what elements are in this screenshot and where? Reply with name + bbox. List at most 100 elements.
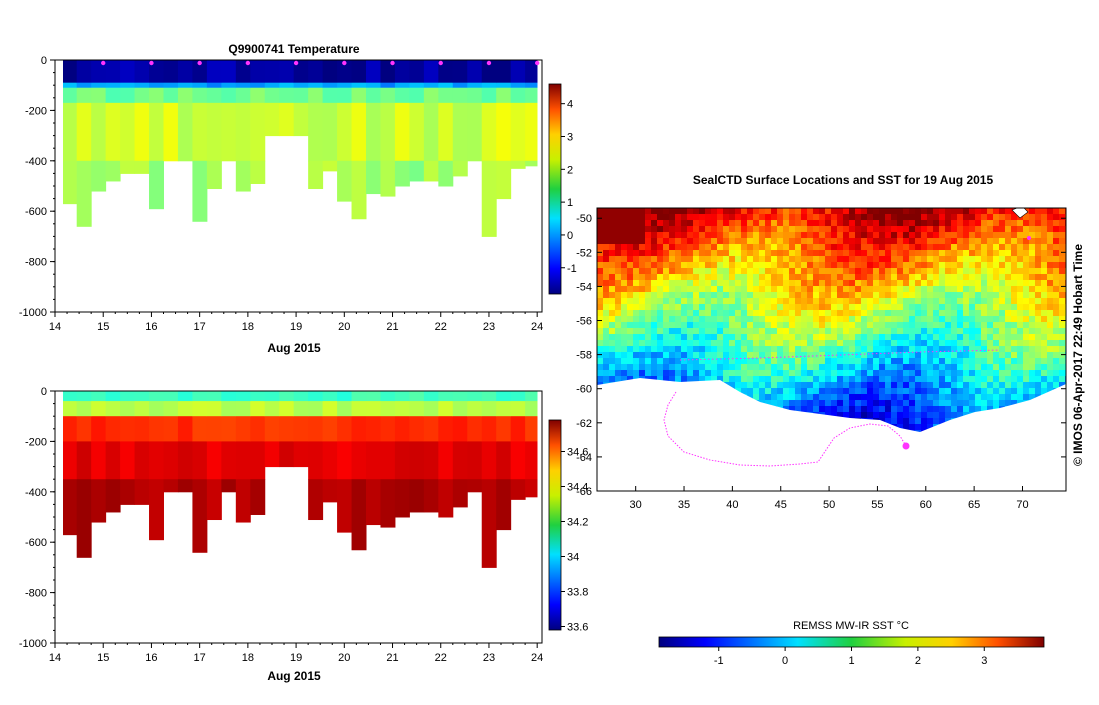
sst-cell xyxy=(741,340,748,347)
sst-cell xyxy=(609,244,616,251)
sst-cell xyxy=(945,208,952,215)
sst-cell xyxy=(789,382,796,389)
sst-cell xyxy=(609,220,616,227)
sst-cell xyxy=(1005,304,1012,311)
profile-cell xyxy=(496,391,512,402)
seal-track-north xyxy=(679,349,1001,361)
sst-cell xyxy=(699,334,706,341)
sst-cell xyxy=(723,340,730,347)
profile-cell xyxy=(423,60,439,84)
sst-cell xyxy=(633,232,640,239)
sst-cell xyxy=(903,412,910,419)
sst-cell xyxy=(639,298,646,305)
sst-cell xyxy=(705,346,712,353)
sst-cell xyxy=(1053,352,1060,359)
sst-cell xyxy=(1041,262,1048,269)
sst-cell xyxy=(801,334,808,341)
sst-cell xyxy=(615,232,622,239)
profile-cell xyxy=(467,479,483,493)
sst-cell xyxy=(1023,214,1030,221)
sst-cell xyxy=(963,388,970,395)
sst-cell xyxy=(891,220,898,227)
sst-cell xyxy=(723,238,730,245)
sst-cell xyxy=(741,262,748,269)
sst-cell xyxy=(885,340,892,347)
profile-cell xyxy=(423,102,439,162)
sst-cell xyxy=(741,232,748,239)
sst-cell xyxy=(867,280,874,287)
sst-cell xyxy=(801,262,808,269)
sst-cell xyxy=(915,346,922,353)
sst-cell xyxy=(831,226,838,233)
sst-cell xyxy=(729,322,736,329)
sst-cell xyxy=(729,358,736,365)
sst-cell xyxy=(831,244,838,251)
sst-cell xyxy=(627,274,634,281)
sst-cell xyxy=(927,214,934,221)
profile-cell xyxy=(250,102,266,162)
sst-cell xyxy=(933,244,940,251)
sst-cell xyxy=(909,310,916,317)
sst-cell xyxy=(771,244,778,251)
sst-cell xyxy=(885,400,892,407)
sst-cell xyxy=(801,256,808,263)
sst-cell xyxy=(1029,346,1036,353)
sst-cell xyxy=(657,298,664,305)
sst-cell xyxy=(615,208,622,215)
sst-cell xyxy=(663,364,670,371)
sst-cell xyxy=(843,220,850,227)
sst-cell xyxy=(1041,220,1048,227)
sst-cell xyxy=(735,244,742,251)
sst-cell xyxy=(999,382,1006,389)
sst-cell xyxy=(645,286,652,293)
sst-cell xyxy=(801,286,808,293)
sst-cell xyxy=(759,364,766,371)
sst-cell xyxy=(957,232,964,239)
sst-cell xyxy=(855,274,862,281)
profile-cell xyxy=(467,102,483,162)
sst-cell xyxy=(801,280,808,287)
sst-cell xyxy=(1017,244,1024,251)
sst-cell xyxy=(705,244,712,251)
sst-cell xyxy=(777,328,784,335)
sst-cell xyxy=(675,358,682,365)
sst-cell xyxy=(603,244,610,251)
profile-cell xyxy=(105,82,121,89)
sst-cell xyxy=(861,268,868,275)
sst-cell xyxy=(1047,214,1054,221)
sst-cell xyxy=(663,250,670,257)
x-tick-label: 21 xyxy=(386,321,398,333)
sst-cell xyxy=(1047,250,1054,257)
sst-cell xyxy=(981,382,988,389)
sst-cell xyxy=(987,256,994,263)
sst-cell xyxy=(897,214,904,221)
sst-cell xyxy=(987,346,994,353)
sst-cell xyxy=(621,286,628,293)
sst-cell xyxy=(735,382,742,389)
sst-cell xyxy=(1029,238,1036,245)
sst-cell xyxy=(783,304,790,311)
sst-cell xyxy=(639,370,646,377)
sst-cell xyxy=(849,214,856,221)
sst-cell xyxy=(609,322,616,329)
sst-cell xyxy=(669,322,676,329)
sst-cell xyxy=(807,406,814,413)
sst-cell xyxy=(951,250,958,257)
sst-cell xyxy=(789,388,796,395)
sst-cell xyxy=(699,262,706,269)
sst-cell xyxy=(609,364,616,371)
sst-cell xyxy=(909,286,916,293)
sst-cell xyxy=(1053,304,1060,311)
sst-cell xyxy=(825,220,832,227)
sst-cell xyxy=(969,394,976,401)
sst-cell xyxy=(723,244,730,251)
sst-cell xyxy=(753,244,760,251)
sst-cell xyxy=(891,304,898,311)
sst-cell xyxy=(879,406,886,413)
sst-cell xyxy=(621,346,628,353)
sst-cell xyxy=(921,256,928,263)
sst-cell xyxy=(621,352,628,359)
sst-cell xyxy=(903,370,910,377)
sst-cell xyxy=(807,226,814,233)
sst-cell xyxy=(1005,364,1012,371)
